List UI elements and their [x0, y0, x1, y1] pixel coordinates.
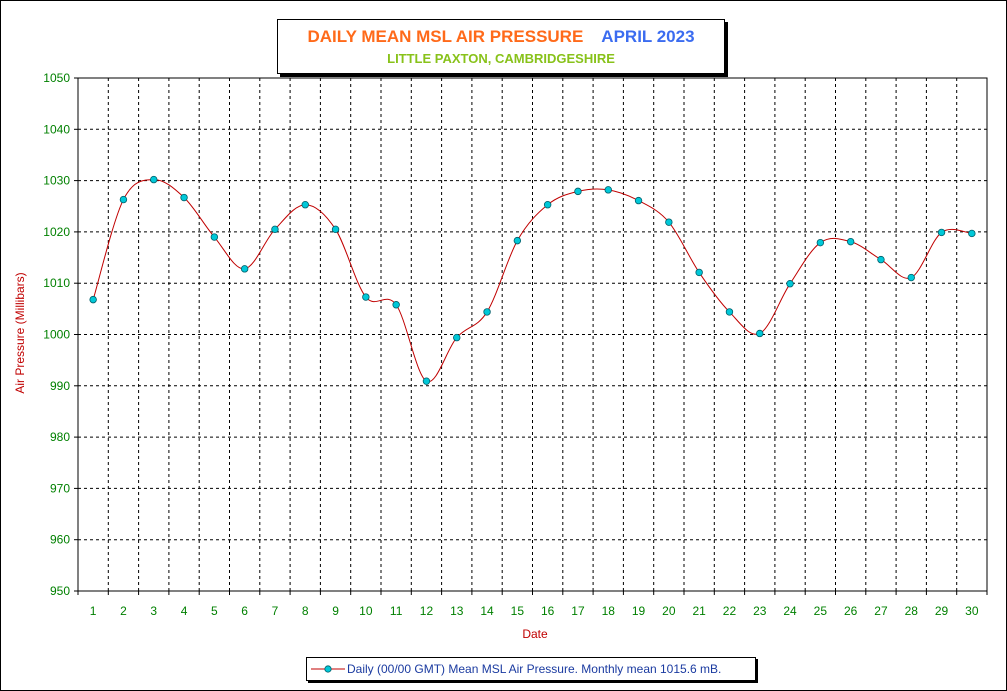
- x-tick-label: 29: [935, 604, 949, 618]
- data-point: [877, 255, 885, 264]
- y-tick-label: 970: [50, 481, 70, 495]
- data-point: [543, 201, 552, 209]
- data-point: [180, 193, 188, 202]
- y-tick-label: 1050: [43, 71, 70, 85]
- x-tick-label: 14: [480, 604, 494, 618]
- chart-subtitle: LITTLE PAXTON, CAMBRIDGESHIRE: [387, 51, 615, 66]
- x-tick-label: 9: [332, 604, 339, 618]
- x-tick-label: 13: [450, 604, 464, 618]
- y-tick-label: 950: [50, 584, 70, 598]
- data-point: [846, 237, 855, 246]
- y-axis-title: Air Pressure (Millibars): [13, 272, 27, 393]
- data-point: [665, 218, 673, 226]
- x-tick-label: 7: [272, 604, 279, 618]
- y-tick-label: 1020: [43, 225, 70, 239]
- x-tick-label: 3: [150, 604, 157, 618]
- plot-area: [77, 77, 988, 592]
- series-line: [92, 179, 972, 383]
- x-tick-label: 18: [602, 604, 616, 618]
- x-tick-label: 19: [632, 604, 646, 618]
- x-tick-label: 8: [302, 604, 309, 618]
- x-tick-label: 26: [844, 604, 858, 618]
- data-point: [513, 236, 522, 245]
- x-tick-label: 17: [571, 604, 585, 618]
- data-point: [150, 175, 158, 184]
- x-tick-label: 28: [905, 604, 919, 618]
- data-point: [937, 228, 946, 237]
- x-tick-label: 23: [753, 604, 767, 618]
- data-point: [271, 225, 279, 234]
- x-tick-label: 12: [420, 604, 434, 618]
- x-axis-title: Date: [522, 627, 548, 641]
- x-tick-label: 1: [90, 604, 97, 618]
- x-tick-label: 22: [723, 604, 737, 618]
- y-tick-label: 1030: [43, 174, 70, 188]
- y-tick-label: 980: [50, 430, 70, 444]
- x-tick-label: 5: [211, 604, 218, 618]
- x-axis: 1 2 3 4 5 6 7 8 9 10 11 12 13 14 15 16 17 18 19 20 21 22 23 24 2…: [77, 591, 988, 618]
- y-tick-label: 990: [50, 379, 70, 393]
- data-point: [816, 238, 825, 247]
- series-markers: [89, 175, 976, 385]
- data-point: [695, 268, 703, 277]
- x-tick-label: 15: [511, 604, 525, 618]
- x-tick-label: 6: [241, 604, 248, 618]
- data-point: [89, 295, 97, 304]
- y-tick-label: 1010: [43, 276, 70, 290]
- data-point: [604, 186, 612, 194]
- y-tick-label: 1000: [43, 328, 70, 342]
- title-period: APRIL 2023: [601, 27, 695, 46]
- grid: [78, 78, 987, 591]
- data-point: [968, 229, 976, 238]
- chart-title-box: DAILY MEAN MSL AIR PRESSURE APRIL 2023 LI…: [277, 19, 725, 74]
- x-tick-label: 21: [692, 604, 706, 618]
- data-point: [301, 201, 309, 209]
- x-tick-label: 20: [662, 604, 676, 618]
- data-point: [392, 301, 400, 309]
- data-point: [331, 225, 340, 234]
- data-point: [756, 329, 764, 338]
- data-point: [422, 377, 431, 385]
- x-tick-label: 25: [814, 604, 828, 618]
- x-tick-label: 30: [965, 604, 979, 618]
- chart-title: DAILY MEAN MSL AIR PRESSURE APRIL 2023: [278, 27, 724, 47]
- data-point: [786, 280, 794, 288]
- x-tick-label: 24: [783, 604, 797, 618]
- data-point: [725, 308, 734, 316]
- data-point: [483, 308, 491, 316]
- title-text: DAILY MEAN MSL AIR PRESSURE: [307, 27, 584, 46]
- y-tick-label: 960: [50, 533, 70, 547]
- data-point: [453, 333, 461, 342]
- x-tick-label: 11: [390, 604, 403, 618]
- y-axis: 950 960 970 980 990 1000 1010 1020 1030 1040 1050: [43, 71, 78, 598]
- x-tick-label: 10: [359, 604, 373, 618]
- legend-swatch: [311, 665, 345, 673]
- x-tick-label: 4: [181, 604, 188, 618]
- data-point: [362, 293, 370, 301]
- legend: Daily (00/00 GMT) Mean MSL Air Pressure.…: [306, 657, 756, 681]
- x-tick-label: 16: [541, 604, 555, 618]
- x-tick-label: 27: [874, 604, 888, 618]
- data-point: [574, 187, 582, 196]
- x-tick-label: 2: [120, 604, 127, 618]
- data-point: [907, 273, 915, 282]
- data-point: [240, 265, 249, 273]
- data-point: [634, 196, 643, 205]
- legend-label: Daily (00/00 GMT) Mean MSL Air Pressure.…: [347, 662, 722, 676]
- data-point: [119, 195, 128, 204]
- data-point: [210, 233, 219, 241]
- y-tick-label: 1040: [43, 122, 70, 136]
